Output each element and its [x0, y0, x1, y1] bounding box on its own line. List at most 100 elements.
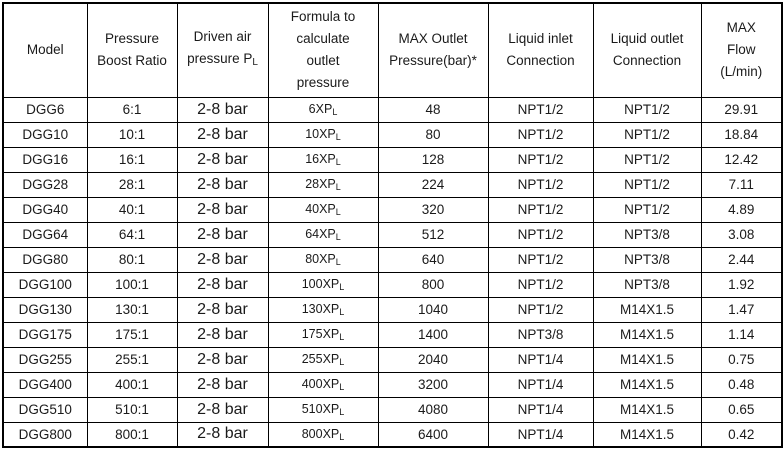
- cell-max-outlet-pressure: 80: [377, 121, 489, 148]
- cell-liquid-outlet: NPT3/8: [592, 246, 702, 273]
- formula-subscript: L: [335, 207, 341, 217]
- cell-liquid-inlet: NPT1/2: [487, 196, 594, 223]
- table-row: DGG16 16:1 2-8 bar 16XPL 128 NPT1/2 NPT1…: [2, 146, 783, 173]
- header-line: Pressure: [104, 31, 160, 47]
- cell-liquid-outlet: NPT1/2: [592, 146, 702, 173]
- cell-liquid-outlet: M14X1.5: [592, 396, 702, 423]
- formula-base: 130XP: [301, 302, 340, 316]
- header-text: pressure P: [187, 51, 253, 67]
- cell-liquid-outlet: NPT3/8: [592, 271, 702, 298]
- header-line: pressure: [296, 75, 350, 91]
- cell-max-flow: 1.47: [700, 296, 783, 323]
- cell-liquid-inlet: NPT1/2: [487, 296, 594, 323]
- cell-boost-ratio: 40:1: [86, 196, 178, 223]
- cell-boost-ratio: 28:1: [86, 171, 178, 198]
- cell-formula: 80XPL: [267, 246, 379, 273]
- header-line: Flow: [726, 42, 756, 58]
- cell-liquid-inlet: NPT1/2: [487, 121, 594, 148]
- col-header-formula: Formula to calculate outlet pressure: [267, 2, 379, 98]
- cell-liquid-outlet: NPT1/2: [592, 96, 702, 123]
- cell-model: DGG80: [2, 246, 88, 273]
- cell-driven-air-pressure: 2-8 bar: [176, 121, 269, 148]
- cell-liquid-inlet: NPT1/2: [487, 171, 594, 198]
- cell-model: DGG100: [2, 271, 88, 298]
- table-row: DGG28 28:1 2-8 bar 28XPL 224 NPT1/2 NPT1…: [2, 171, 783, 198]
- cell-formula: 10XPL: [267, 121, 379, 148]
- cell-formula: 400XPL: [267, 371, 379, 398]
- header-line: Boost Ratio: [97, 53, 167, 69]
- formula-base: 510XP: [301, 402, 340, 416]
- formula-base: 80XP: [305, 252, 336, 266]
- formula-base: 800XP: [301, 426, 340, 441]
- cell-max-flow: 1.14: [700, 321, 783, 348]
- formula-subscript: L: [332, 107, 338, 117]
- cell-liquid-inlet: NPT1/2: [487, 221, 594, 248]
- cell-max-flow: 0.75: [700, 346, 783, 373]
- header-line: MAX Outlet: [398, 31, 468, 47]
- cell-formula: 130XPL: [267, 296, 379, 323]
- cell-model: DGG510: [2, 396, 88, 423]
- formula-base: 40XP: [305, 202, 336, 216]
- header-line: Driven air: [193, 29, 252, 45]
- cell-liquid-outlet: NPT1/2: [592, 121, 702, 148]
- cell-driven-air-pressure: 2-8 bar: [176, 296, 269, 323]
- header-line: MAX: [726, 20, 756, 36]
- cell-driven-air-pressure: 2-8 bar: [176, 221, 269, 248]
- cell-driven-air-pressure: 2-8 bar: [176, 271, 269, 298]
- cell-max-flow: 1.92: [700, 271, 783, 298]
- formula-base: 255XP: [301, 352, 340, 366]
- cell-max-outlet-pressure: 48: [377, 96, 489, 123]
- cell-formula: 28XPL: [267, 171, 379, 198]
- formula-subscript: L: [339, 382, 345, 392]
- col-header-liquid-outlet: Liquid outlet Connection: [592, 2, 702, 98]
- cell-liquid-inlet: NPT1/4: [487, 346, 594, 373]
- cell-driven-air-pressure: 2-8 bar: [176, 346, 269, 373]
- table-row: DGG510 510:1 2-8 bar 510XPL 4080 NPT1/4 …: [2, 396, 783, 423]
- header-line: Liquid inlet: [508, 31, 573, 47]
- formula-subscript: L: [339, 357, 345, 367]
- table-row: DGG175 175:1 2-8 bar 175XPL 1400 NPT3/8 …: [2, 321, 783, 348]
- formula-base: 28XP: [305, 177, 336, 191]
- header-line: pressure PL: [178, 48, 267, 74]
- formula-subscript: L: [339, 431, 345, 442]
- formula-subscript: L: [335, 232, 341, 242]
- col-header-model: Model: [2, 2, 88, 98]
- cell-model: DGG6: [2, 96, 88, 123]
- header-line: Liquid outlet: [610, 31, 684, 47]
- cell-boost-ratio: 255:1: [86, 346, 178, 373]
- cell-liquid-inlet: NPT3/8: [487, 321, 594, 348]
- cell-liquid-inlet: NPT1/2: [487, 271, 594, 298]
- cell-max-outlet-pressure: 800: [377, 271, 489, 298]
- header-row: Model Pressure Boost Ratio Driven air pr…: [2, 2, 783, 98]
- cell-formula: 100XPL: [267, 271, 379, 298]
- formula-subscript: L: [335, 182, 341, 192]
- cell-liquid-outlet: NPT1/2: [592, 171, 702, 198]
- header-line: calculate: [296, 31, 350, 47]
- cell-driven-air-pressure: 2-8 bar: [176, 421, 269, 448]
- col-header-max-flow: MAX Flow (L/min): [700, 2, 783, 98]
- cell-formula: 6XPL: [267, 96, 379, 123]
- cell-driven-air-pressure: 2-8 bar: [176, 396, 269, 423]
- formula-base: 10XP: [305, 127, 336, 141]
- formula-base: 6XP: [308, 102, 333, 116]
- cell-model: DGG10: [2, 121, 88, 148]
- table-row: DGG80 80:1 2-8 bar 80XPL 640 NPT1/2 NPT3…: [2, 246, 783, 273]
- table-row: DGG6 6:1 2-8 bar 6XPL 48 NPT1/2 NPT1/2 2…: [2, 96, 783, 123]
- cell-liquid-outlet: M14X1.5: [592, 296, 702, 323]
- formula-subscript: L: [339, 282, 345, 292]
- cell-max-flow: 0.48: [700, 371, 783, 398]
- formula-subscript: L: [335, 157, 341, 167]
- table-row: DGG10 10:1 2-8 bar 10XPL 80 NPT1/2 NPT1/…: [2, 121, 783, 148]
- cell-formula: 40XPL: [267, 196, 379, 223]
- cell-liquid-outlet: M14X1.5: [592, 321, 702, 348]
- cell-driven-air-pressure: 2-8 bar: [176, 96, 269, 123]
- formula-subscript: L: [335, 257, 341, 267]
- header-line: Connection: [506, 53, 575, 69]
- formula-base: 16XP: [305, 152, 336, 166]
- formula-subscript: L: [339, 332, 345, 342]
- cell-formula: 510XPL: [267, 396, 379, 423]
- cell-max-flow: 2.44: [700, 246, 783, 273]
- cell-boost-ratio: 64:1: [86, 221, 178, 248]
- formula-base: 400XP: [301, 377, 340, 391]
- col-header-max-outlet-pressure: MAX Outlet Pressure(bar)*: [377, 2, 489, 98]
